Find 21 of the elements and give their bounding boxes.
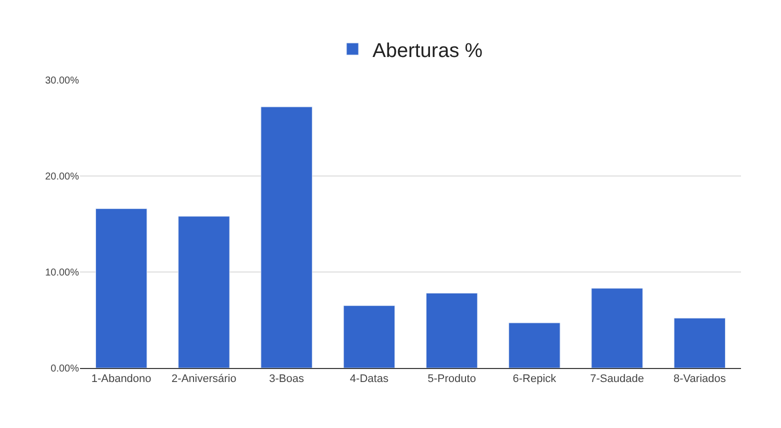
x-tick-label: 5-Produto — [428, 373, 476, 386]
bar — [260, 106, 312, 368]
y-tick-label: 20.00% — [45, 172, 80, 182]
bar — [95, 208, 148, 368]
legend-label: Aberturas % — [372, 40, 483, 62]
bar — [426, 292, 478, 368]
bar — [508, 322, 560, 368]
bar — [674, 318, 726, 368]
y-tick-label: 10.00% — [45, 268, 80, 278]
bar — [591, 288, 643, 368]
bar — [178, 216, 230, 368]
x-tick-label: 4-Datas — [350, 373, 389, 386]
y-tick-label: 30.00% — [45, 76, 80, 86]
x-tick-label: 8-Variados — [673, 373, 726, 386]
x-tick-label: 1-Abandono — [91, 373, 152, 386]
y-tick-label: 0.00% — [50, 364, 80, 374]
bar — [343, 305, 396, 368]
x-tick-label: 6-Repick — [512, 373, 557, 386]
x-tick-label: 2-Aniversário — [172, 373, 236, 386]
x-tick-label: 3-Boas — [269, 373, 304, 386]
x-tick-label: 7-Saudade — [590, 373, 644, 386]
